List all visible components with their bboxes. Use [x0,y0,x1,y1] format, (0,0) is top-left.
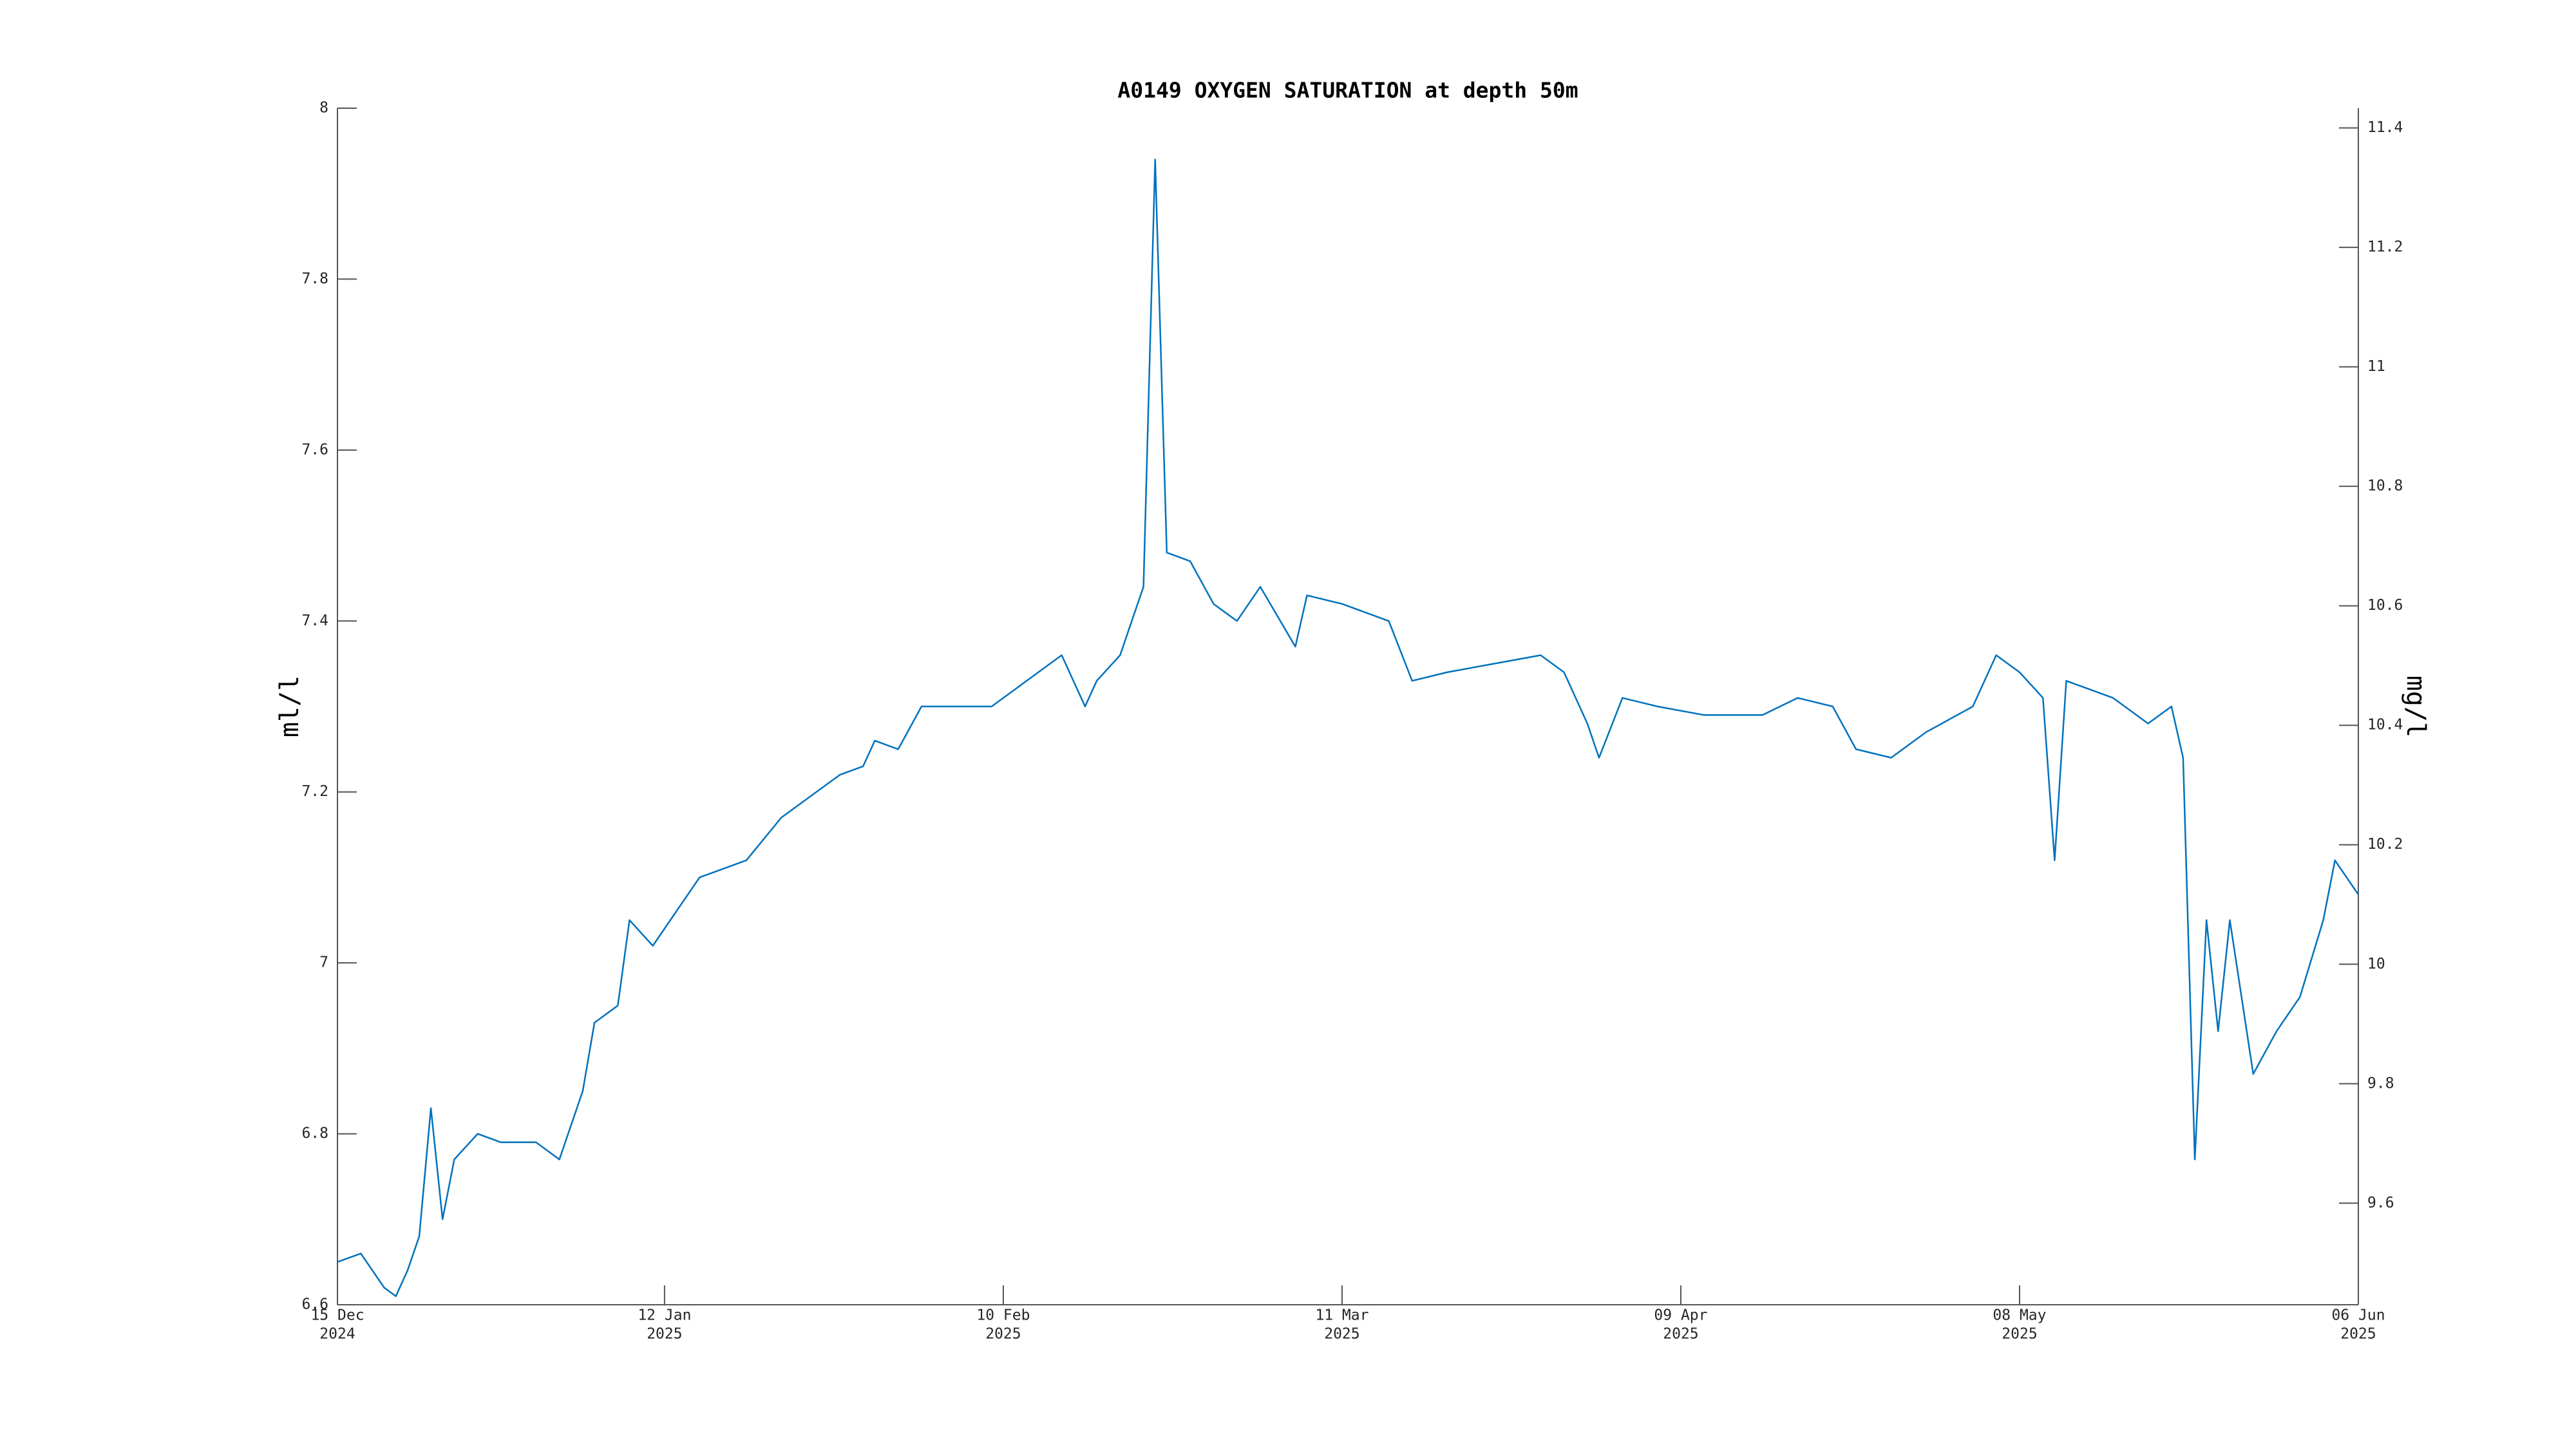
y-tick-label: 7.4 [301,612,328,629]
x-tick-label: 2025 [1324,1326,1359,1343]
x-tick-label: 2025 [985,1326,1021,1343]
x-tick-label: 11 Mar [1315,1307,1368,1324]
x-tick-label: 08 May [1993,1307,2046,1324]
y-tick-label: 6.8 [301,1125,328,1142]
y2-axis-label: mg/l [2401,676,2430,737]
y2-tick-label: 11 [2367,358,2385,375]
y2-tick-label: 11.4 [2367,119,2403,136]
x-tick-label: 15 Dec [310,1307,364,1324]
x-tick-label: 09 Apr [1654,1307,1707,1324]
y2-tick-label: 9.8 [2367,1075,2394,1092]
chart-title: A0149 OXYGEN SATURATION at depth 50m [1117,78,1578,103]
x-tick-label: 06 Jun [2331,1307,2385,1324]
y2-tick-label: 10.6 [2367,597,2403,614]
y-tick-label: 7.6 [301,441,328,458]
y-tick-label: 7.8 [301,270,328,287]
y-tick-label: 7.2 [301,783,328,800]
y2-tick-label: 10.2 [2367,836,2403,853]
y-axis-label: ml/l [275,676,305,737]
y2-tick-label: 10.4 [2367,717,2403,734]
x-tick-label: 10 Feb [976,1307,1030,1324]
x-tick-label: 2024 [319,1326,355,1343]
y-tick-label: 7 [319,954,328,971]
data-line [337,158,2360,1297]
x-tick-label: 2025 [2002,1326,2037,1343]
y-tick-label: 8 [319,100,328,117]
y2-tick-label: 9.6 [2367,1195,2394,1211]
x-tick-label: 12 Jan [638,1307,691,1324]
y2-tick-label: 10.8 [2367,478,2403,495]
y2-tick-label: 10 [2367,956,2385,972]
y-tick-label: 6.6 [301,1296,328,1313]
y2-tick-label: 11.2 [2367,239,2403,256]
x-tick-label: 2025 [2340,1326,2376,1343]
x-tick-label: 2025 [647,1326,682,1343]
x-tick-label: 2025 [1663,1326,1698,1343]
